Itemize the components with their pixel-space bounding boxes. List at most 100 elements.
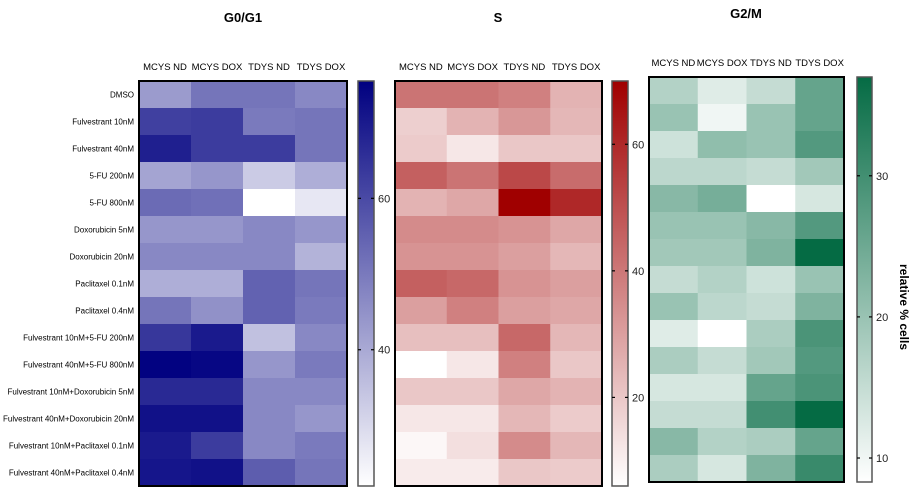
colorbar-tick-label: 60: [378, 193, 390, 205]
heatmap-cell: [649, 455, 699, 483]
heatmap-cell: [295, 270, 348, 298]
row-label: DMSO: [110, 91, 134, 100]
heatmap-cell: [697, 77, 747, 105]
column-header: TDYS DOX: [552, 62, 601, 73]
column-header: TDYS DOX: [297, 62, 346, 73]
heatmap-cell: [295, 297, 348, 325]
heatmap-cell: [243, 378, 296, 406]
heatmap-cell: [746, 347, 796, 375]
heatmap-cell: [191, 162, 244, 190]
heatmap-cell: [746, 266, 796, 294]
heatmap-cell: [191, 351, 244, 379]
heatmap-cell: [191, 324, 244, 352]
heatmap-cell: [243, 324, 296, 352]
heatmap-cell: [243, 270, 296, 298]
heatmap-cell: [746, 212, 796, 240]
heatmap-cell: [550, 324, 603, 352]
row-label: Fulvestrant 40nM+Doxorubicin 20nM: [3, 415, 134, 424]
heatmap-cell: [295, 216, 348, 244]
colorbar: [357, 80, 375, 487]
heatmap-cell: [746, 158, 796, 186]
heatmap-cell: [191, 459, 244, 487]
column-header: MCYS ND: [143, 62, 187, 73]
heatmap-cell: [550, 432, 603, 460]
heatmap-cell: [498, 459, 551, 487]
heatmap-cell: [243, 135, 296, 163]
heatmap-cell: [243, 405, 296, 433]
heatmap-cell: [649, 185, 699, 213]
heatmap-cell: [395, 378, 448, 406]
heatmap-cell: [243, 243, 296, 271]
heatmap-cell: [395, 243, 448, 271]
heatmap-cell: [191, 405, 244, 433]
heatmap-cell: [498, 108, 551, 136]
heatmap-cell: [295, 81, 348, 109]
heatmap-cell: [243, 189, 296, 217]
heatmap-cell: [498, 324, 551, 352]
row-label: Fulvestrant 40nM+5-FU 800nM: [23, 361, 134, 370]
heatmap-cell: [446, 135, 499, 163]
heatmap-cell: [649, 266, 699, 294]
panel-title-g2m: G2/M: [730, 6, 762, 21]
heatmap-cell: [795, 158, 845, 186]
heatmap-cell: [295, 162, 348, 190]
heatmap-cell: [649, 212, 699, 240]
column-header: MCYS ND: [651, 58, 695, 69]
heatmap-cell: [795, 293, 845, 321]
heatmap-cell: [139, 162, 192, 190]
colorbar-tick-label: 40: [378, 345, 390, 357]
heatmap-cell: [746, 320, 796, 348]
heatmap-cell: [649, 131, 699, 159]
heatmap-cell: [697, 428, 747, 456]
colorbar-tick-label: 10: [876, 453, 888, 465]
heatmap-cell: [649, 401, 699, 429]
heatmap-cell: [243, 351, 296, 379]
heatmap-cell: [191, 216, 244, 244]
heatmap-cell: [697, 455, 747, 483]
heatmap-cell: [498, 216, 551, 244]
heatmap-cell: [697, 212, 747, 240]
heatmap-cell: [649, 428, 699, 456]
heatmap-cell: [550, 108, 603, 136]
heatmap-cell: [295, 108, 348, 136]
heatmap-cell: [191, 378, 244, 406]
heatmap-cell: [498, 189, 551, 217]
heatmap-cell: [446, 270, 499, 298]
heatmap-cell: [498, 243, 551, 271]
heatmap-cell: [649, 239, 699, 267]
heatmap-cell: [446, 405, 499, 433]
heatmap-cell: [746, 455, 796, 483]
heatmap-cell: [697, 131, 747, 159]
heatmap-cell: [191, 135, 244, 163]
colorbar-tick-label: 20: [632, 392, 644, 404]
heatmap-cell: [191, 243, 244, 271]
heatmap-cell: [243, 432, 296, 460]
heatmap-cell: [795, 347, 845, 375]
heatmap-cell: [446, 351, 499, 379]
heatmap-cell: [191, 270, 244, 298]
heatmap-cell: [295, 378, 348, 406]
heatmap-cell: [395, 135, 448, 163]
colorbar-tick-label: 40: [632, 266, 644, 278]
heatmap-cell: [498, 351, 551, 379]
heatmap-cell: [243, 81, 296, 109]
column-header: MCYS DOX: [447, 62, 498, 73]
colorbar-tick-label: 60: [632, 139, 644, 151]
heatmap-cell: [550, 270, 603, 298]
row-label: Paclitaxel 0.1nM: [75, 280, 134, 289]
heatmap-panel-2: MCYS ND MCYS DOX TDYS ND TDYS DOX 10 20 30: [648, 58, 888, 483]
column-header: MCYS DOX: [697, 58, 748, 69]
heatmap-cell: [498, 81, 551, 109]
heatmap-cell: [243, 297, 296, 325]
heatmap-cell: [795, 239, 845, 267]
heatmap-cell: [746, 239, 796, 267]
colorbar-tick-label: 20: [876, 312, 888, 324]
heatmap-cell: [550, 81, 603, 109]
heatmap-cell: [795, 185, 845, 213]
column-header: TDYS DOX: [795, 58, 844, 69]
heatmap-panel-0: MCYS ND MCYS DOX TDYS ND TDYS DOX DMSO Fulves…: [3, 62, 390, 487]
heatmap-cell: [446, 108, 499, 136]
heatmap-cell: [139, 459, 192, 487]
column-header: TDYS ND: [248, 62, 290, 73]
heatmap-cell: [498, 297, 551, 325]
